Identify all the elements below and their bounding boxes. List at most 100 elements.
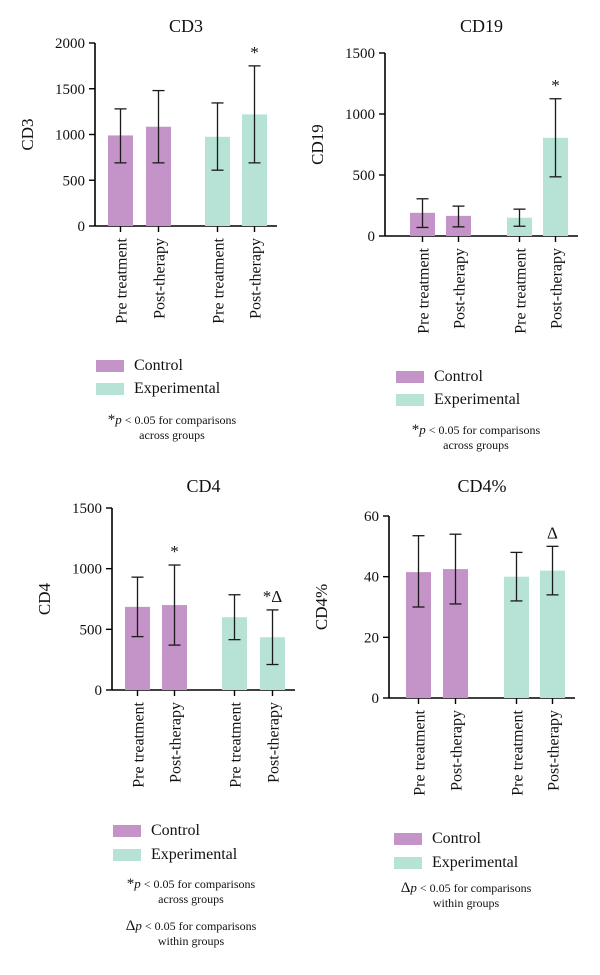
y-tick-label: 500: [80, 622, 103, 638]
note-star-line2: across groups: [158, 892, 224, 906]
legend-swatch-experimental: [113, 849, 141, 861]
x-tick-label: Post-therapy: [546, 710, 563, 791]
x-tick-label: Post-therapy: [452, 248, 469, 329]
legend-label-experimental: Experimental: [432, 854, 519, 871]
note-star-line1: < 0.05 for comparisons: [425, 423, 541, 437]
y-tick-label: 0: [372, 691, 380, 707]
note-star-p: p: [134, 876, 141, 891]
x-tick-label: Pre treatment: [228, 701, 245, 787]
chart-cd4-percent: CD4% CD4% 0 20 40 60 Pre treatment Post-therapy…: [312, 476, 575, 796]
chart-cd4: CD4 CD4 0 500 1000 1500 Pre treatment * Post-the…: [35, 476, 295, 788]
note-delta-p: p: [410, 880, 417, 895]
y-tick-label: 40: [364, 570, 379, 586]
note-star-line1: < 0.05 for comparisons: [140, 877, 256, 891]
y-tick-label: 1000: [72, 562, 102, 578]
x-tick-label: Post-therapy: [549, 248, 566, 329]
legend-experimental: Experimental: [396, 391, 520, 409]
y-tick-label: 1500: [55, 82, 85, 98]
significance-marker: Δ: [547, 523, 558, 542]
legend-control: Control: [96, 357, 183, 375]
chart-cd19: CD19 CD19 0 500 1000 1500 Pre treatment Post-th…: [308, 16, 578, 334]
legend-swatch-experimental: [96, 383, 124, 395]
chart-title: CD19: [460, 16, 503, 36]
y-tick-label: 2000: [55, 36, 85, 52]
y-tick-label: 20: [364, 630, 379, 646]
chart-cd3: CD3 CD3 0 500 1000 1500 2000 Pre treatment Post-…: [18, 16, 277, 324]
note-delta-symbol: Δ: [125, 918, 136, 934]
x-tick-label: Pre treatment: [416, 247, 433, 333]
panel-cd4: CD4 CD4 0 500 1000 1500 Pre treatment * Post-the…: [0, 460, 300, 975]
y-tick-label: 60: [364, 509, 379, 525]
significance-note-delta: Δp < 0.05 for comparisons within groups: [356, 880, 576, 911]
x-tick-label: Pre treatment: [114, 237, 131, 323]
y-tick-label: 1500: [72, 501, 102, 517]
x-tick-label: Pre treatment: [513, 247, 530, 333]
legend-label-control: Control: [134, 357, 183, 374]
note-star-line2: across groups: [139, 428, 205, 442]
legend-label-control: Control: [432, 830, 481, 847]
legend-experimental: Experimental: [394, 854, 518, 872]
panel-cd4-percent: CD4% CD4% 0 20 40 60 Pre treatment Post-therapy…: [300, 460, 600, 975]
y-axis-label: CD4: [35, 582, 54, 615]
note-star-line2: across groups: [443, 438, 509, 452]
x-tick-label: Post-therapy: [266, 702, 283, 783]
significance-note-star: *p < 0.05 for comparisons across groups: [366, 422, 586, 453]
y-axis-label: CD4%: [312, 584, 331, 630]
y-tick-label: 1500: [345, 46, 375, 62]
x-tick-label: Post-therapy: [152, 238, 169, 319]
legend-experimental: Experimental: [96, 380, 220, 398]
panel-cd19: CD19 CD19 0 500 1000 1500 Pre treatment Post-th…: [300, 0, 600, 460]
note-delta-line2: within groups: [157, 934, 225, 948]
x-tick-label: Pre treatment: [412, 709, 429, 795]
note-delta-symbol: Δ: [400, 880, 411, 896]
chart-title: CD4: [186, 476, 220, 496]
legend-label-control: Control: [434, 368, 483, 385]
legend-experimental: Experimental: [113, 846, 237, 864]
legend-swatch-experimental: [394, 857, 422, 869]
y-tick-label: 1000: [345, 107, 375, 123]
note-star-p: p: [115, 412, 122, 427]
note-delta-line1: < 0.05 for comparisons: [416, 881, 532, 895]
y-tick-label: 0: [78, 219, 86, 235]
legend-swatch-control: [396, 371, 424, 383]
x-tick-label: Post-therapy: [168, 702, 185, 783]
y-tick-label: 1000: [55, 128, 85, 144]
note-star-symbol: *: [411, 422, 420, 438]
significance-note-star: *p < 0.05 for comparisons across groups: [81, 876, 301, 907]
note-star-symbol: *: [107, 412, 116, 428]
legend-swatch-control: [96, 360, 124, 372]
y-axis-label: CD3: [18, 118, 37, 150]
note-delta-line1: < 0.05 for comparisons: [141, 919, 257, 933]
legend-label-experimental: Experimental: [151, 846, 238, 863]
legend-swatch-control: [394, 833, 422, 845]
x-tick-label: Post-therapy: [449, 710, 466, 791]
note-star-symbol: *: [126, 876, 135, 892]
significance-note-star: *p < 0.05 for comparisons across groups: [62, 412, 282, 443]
x-tick-label: Pre treatment: [510, 709, 527, 795]
y-tick-label: 500: [63, 173, 86, 189]
chart-title: CD4%: [458, 476, 507, 496]
note-star-p: p: [419, 422, 426, 437]
x-tick-label: Pre treatment: [211, 237, 228, 323]
legend-label-control: Control: [151, 822, 200, 839]
note-star-line1: < 0.05 for comparisons: [121, 413, 237, 427]
note-delta-line2: within groups: [432, 896, 500, 910]
y-axis-label: CD19: [308, 124, 327, 165]
x-tick-label: Pre treatment: [131, 701, 148, 787]
chart-title: CD3: [169, 16, 203, 36]
note-delta-p: p: [135, 918, 142, 933]
legend-label-experimental: Experimental: [434, 391, 521, 408]
significance-marker: *Δ: [263, 587, 283, 606]
x-tick-label: Post-therapy: [248, 238, 265, 319]
y-tick-label: 0: [368, 229, 376, 245]
legend-swatch-control: [113, 825, 141, 837]
y-tick-label: 0: [95, 683, 103, 699]
legend-control: Control: [113, 822, 200, 840]
y-tick-label: 500: [353, 168, 376, 184]
legend-control: Control: [394, 830, 481, 848]
significance-marker: *: [250, 43, 259, 62]
legend-control: Control: [396, 368, 483, 386]
legend-label-experimental: Experimental: [134, 380, 221, 397]
significance-note-delta: Δp < 0.05 for comparisons within groups: [81, 918, 301, 949]
panel-cd3: CD3 CD3 0 500 1000 1500 2000 Pre treatment Post-…: [0, 0, 300, 460]
